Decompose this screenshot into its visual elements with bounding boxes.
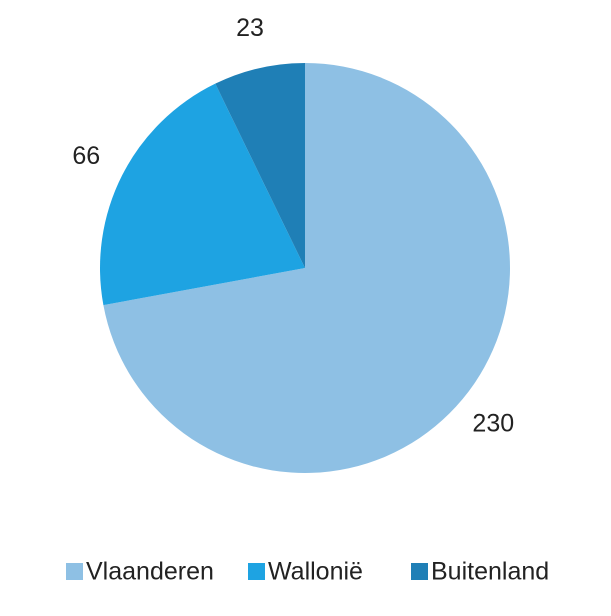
legend-label: Buitenland bbox=[431, 558, 549, 586]
pie-slice bbox=[103, 63, 511, 474]
pie-slice bbox=[99, 83, 305, 306]
legend-swatch bbox=[66, 563, 83, 580]
pie-slice bbox=[215, 63, 305, 268]
data-label: 230 bbox=[472, 409, 514, 437]
legend-swatch bbox=[411, 563, 428, 580]
legend-label: Wallonië bbox=[268, 558, 363, 586]
data-label: 23 bbox=[236, 14, 264, 42]
legend-swatch bbox=[248, 563, 265, 580]
legend-label: Vlaanderen bbox=[86, 558, 214, 586]
data-label: 66 bbox=[72, 142, 100, 170]
